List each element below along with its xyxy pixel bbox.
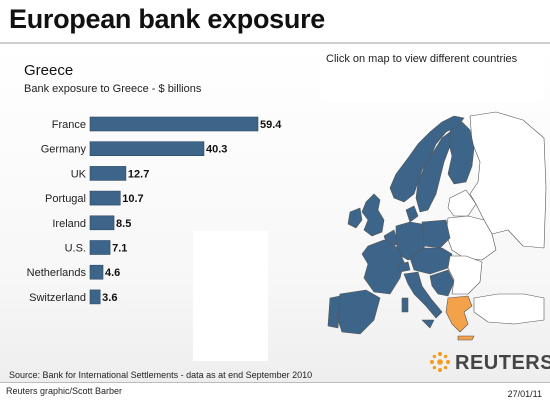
map-country-russia[interactable] [469,111,547,249]
chart-subtitle: Bank exposure to Greece - $ billions [24,83,202,95]
value-label: 59.4 [260,119,282,131]
blank-panel [193,231,268,361]
category-label: Switzerland [29,292,86,304]
value-label: 4.6 [105,267,120,279]
map-country-poland[interactable] [421,219,451,249]
bar [89,141,205,157]
map-country-greece[interactable] [445,295,473,333]
header: European bank exposure [0,0,550,44]
category-label: France [52,119,86,131]
map-country-balkans[interactable] [429,269,455,297]
map-instruction: Click on map to view different countries [326,53,518,65]
map-country-norway[interactable] [389,115,465,203]
reuters-logo: REUTERS [428,350,550,374]
map-country-sicily[interactable] [421,319,435,329]
graphic-credit: Reuters graphic/Scott Barber [6,386,123,396]
reuters-dots-icon [430,352,450,372]
map-country-sardinia[interactable] [401,297,409,313]
map-country-spain[interactable] [335,289,381,335]
category-label: Netherlands [27,267,87,279]
footer: Reuters graphic/Scott Barber 27/01/11 [0,383,550,402]
category-label: U.S. [65,243,86,255]
value-label: 40.3 [206,144,227,156]
map-country-romania-bulgaria[interactable] [447,255,483,295]
category-label: UK [71,168,87,180]
europe-map[interactable] [318,98,548,348]
exposure-bar-chart: France 59.4 Germany 40.3 UK 12.7 Portugal 10.7 I… [27,116,282,305]
bar [89,289,101,305]
map-country-france[interactable] [361,239,405,295]
graphic-date: 27/01/11 [507,389,542,399]
map-country-ireland[interactable] [347,207,363,229]
map-instruction-box: Click on map to view different countries [321,47,543,102]
category-label: Ireland [52,218,86,230]
category-label: Germany [41,144,87,156]
map-country-finland[interactable] [447,121,475,185]
map-country-turkey[interactable] [473,293,545,325]
bar [89,264,104,280]
value-label: 12.7 [128,168,149,180]
value-label: 10.7 [122,193,143,205]
bar [89,166,127,181]
value-label: 3.6 [102,292,117,304]
map-country-italy[interactable] [403,271,443,319]
map-country-sweden[interactable] [415,131,451,213]
map-country-switzerland[interactable] [397,261,411,273]
map-country-ukraine-belarus[interactable] [445,215,497,261]
header-divider [0,42,550,44]
bar [89,240,111,255]
bar [89,116,259,132]
bar [89,190,121,206]
map-country-denmark[interactable] [405,205,419,223]
footer-divider [0,382,550,383]
map-country-uk[interactable] [361,193,385,237]
source-note: Source: Bank for International Settlemen… [9,370,313,380]
page-title: European bank exposure [9,4,325,34]
category-label: Portugal [45,193,86,205]
map-country-portugal[interactable] [327,295,341,329]
chart-title: Greece [24,62,74,79]
reuters-wordmark: REUTERS [455,352,550,374]
value-label: 7.1 [112,243,127,255]
map-country-crete[interactable] [457,335,475,341]
value-label: 8.5 [116,218,131,230]
bar [89,215,115,231]
